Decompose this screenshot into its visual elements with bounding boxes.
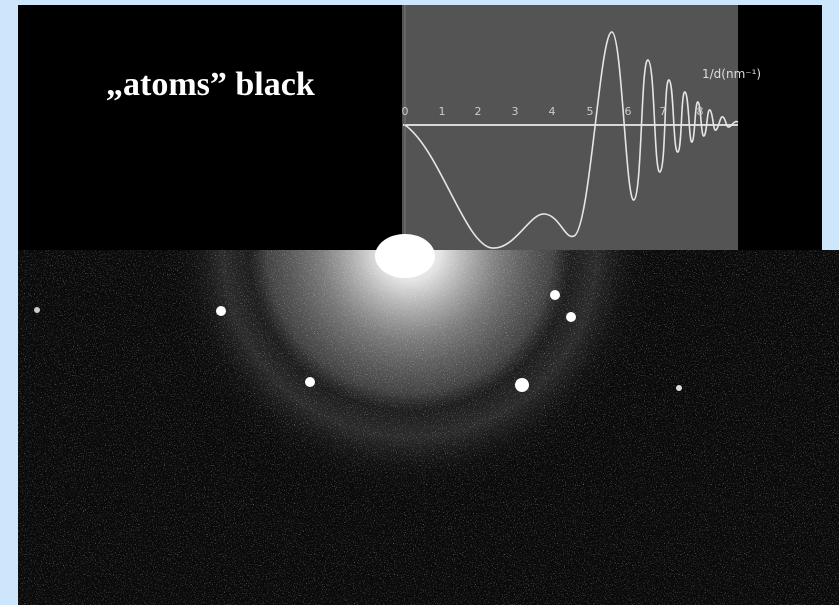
tick-label: 7 bbox=[660, 105, 667, 118]
tick-label: 3 bbox=[512, 105, 519, 118]
x-axis-label: 1/d(nm⁻¹) bbox=[702, 67, 761, 81]
image-grain bbox=[18, 250, 839, 605]
tick-label: 0 bbox=[402, 105, 409, 118]
diffraction-image bbox=[18, 234, 839, 605]
spot bbox=[216, 306, 226, 316]
slide: „atoms” black 1/d(nm⁻¹) 0 1 2 3 4 5 6 7 8 bbox=[0, 0, 839, 605]
spot bbox=[550, 290, 560, 300]
tick-label: 4 bbox=[549, 105, 556, 118]
page: „atoms” black 1/d(nm⁻¹) 012345678 (() =>… bbox=[0, 0, 839, 605]
tick-label: 6 bbox=[625, 105, 632, 118]
plot-image: 1/d(nm⁻¹) 0 1 2 3 4 5 6 7 8 bbox=[402, 5, 762, 250]
caption: „atoms” black bbox=[106, 66, 315, 103]
spot bbox=[515, 378, 529, 392]
spot bbox=[305, 377, 315, 387]
tick-label: 8 bbox=[697, 105, 704, 118]
tick-label: 2 bbox=[475, 105, 482, 118]
spot bbox=[676, 385, 682, 391]
central-spot bbox=[375, 234, 435, 278]
spot bbox=[566, 312, 576, 322]
tick-label: 5 bbox=[587, 105, 594, 118]
plot-background bbox=[402, 5, 738, 250]
spot bbox=[34, 307, 40, 313]
tick-label: 1 bbox=[439, 105, 446, 118]
